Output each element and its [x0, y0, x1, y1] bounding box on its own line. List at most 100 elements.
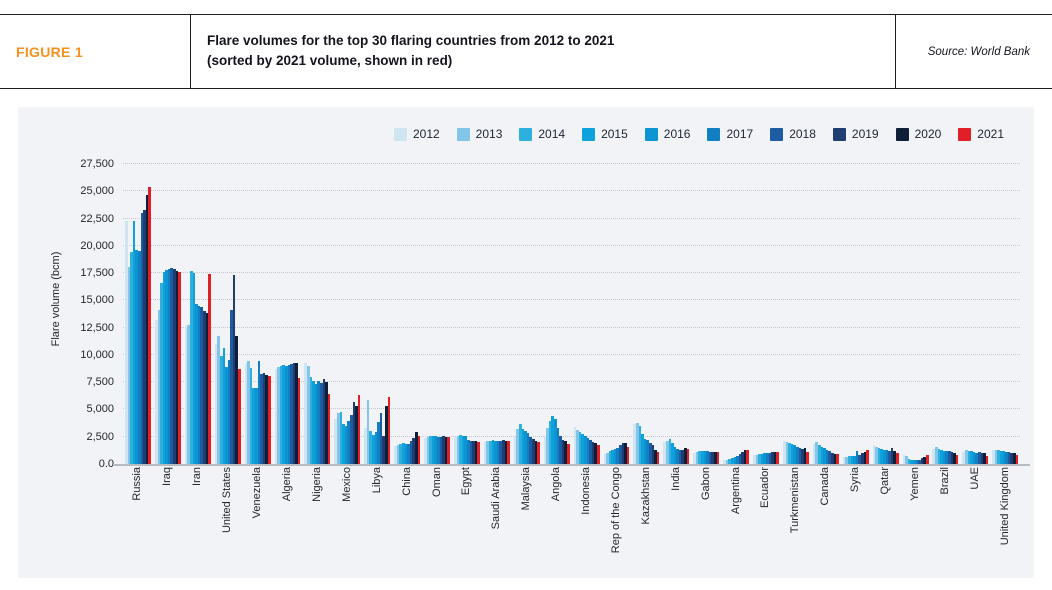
bar: [426, 437, 430, 464]
bar: [238, 369, 241, 464]
bar: [788, 443, 791, 464]
gridline: [123, 326, 1020, 328]
x-label-cell: Libya: [362, 467, 392, 553]
bar: [920, 458, 924, 464]
plot-area: [123, 134, 1020, 464]
bar: [964, 450, 968, 464]
bar: [178, 272, 181, 464]
x-label-cell: Nigeria: [302, 467, 332, 553]
bar: [872, 445, 876, 464]
bar: [836, 454, 839, 464]
bar: [736, 456, 739, 464]
bar: [162, 272, 166, 464]
y-tick-label: 27,500: [80, 158, 114, 170]
bar: [793, 445, 796, 464]
bar: [1010, 453, 1014, 464]
x-label-cell: Argentina: [721, 467, 751, 553]
bar: [187, 325, 190, 464]
bar: [274, 369, 278, 464]
bar: [127, 267, 131, 464]
bar: [818, 445, 821, 464]
legend-label: 2017: [726, 127, 754, 141]
legend-swatch-2013: [456, 127, 470, 141]
legend-swatch-2014: [519, 127, 533, 141]
legend-swatch-2012: [393, 127, 407, 141]
legend-item-2021: 2021: [958, 127, 1004, 141]
bar-group-canada: [811, 134, 841, 464]
x-label-cell: India: [661, 467, 691, 553]
bar: [758, 454, 761, 464]
bar: [638, 426, 642, 464]
bar: [676, 449, 679, 464]
bar: [200, 307, 203, 464]
bar-group-ecuador: [751, 134, 781, 464]
x-axis-baseline: [113, 464, 1030, 466]
gridline: [123, 435, 1020, 437]
bar: [222, 348, 226, 464]
bar: [327, 394, 331, 464]
bar: [866, 450, 869, 464]
bar: [154, 320, 158, 464]
bar: [723, 460, 726, 464]
bar: [980, 453, 984, 464]
x-label-cell: United Kingdom: [990, 467, 1020, 553]
bar: [442, 436, 445, 464]
figure-header: FIGURE 1 Flare volumes for the top 30 fl…: [0, 14, 1052, 89]
bar: [407, 444, 410, 464]
x-label: Turkmenistan: [789, 467, 802, 534]
bar: [287, 365, 291, 464]
bar: [970, 451, 973, 464]
y-tick-label: 10,000: [80, 348, 114, 361]
bar: [589, 440, 592, 464]
bar: [955, 455, 959, 464]
bar: [663, 442, 666, 464]
x-label-cell: Indonesia: [572, 467, 602, 553]
bar: [564, 441, 568, 464]
bar: [858, 455, 861, 464]
x-label-cell: Iraq: [153, 467, 183, 553]
bar: [855, 451, 859, 464]
x-label: Nigeria: [310, 467, 323, 502]
bar: [347, 421, 350, 464]
bar: [282, 365, 285, 464]
bar: [678, 450, 682, 464]
y-tick-label: 22,500: [80, 212, 114, 225]
bar: [746, 450, 750, 464]
legend-swatch-2020: [895, 127, 909, 141]
x-axis-category-labels: Russia Iraq Iran United States Venezuela Alge…: [123, 467, 1020, 553]
bar: [404, 444, 408, 464]
bar-group-nigeria: [302, 134, 332, 464]
bar: [773, 452, 777, 464]
bar: [491, 440, 495, 464]
legend-swatch-2016: [644, 127, 658, 141]
bar: [583, 436, 587, 464]
bar: [537, 442, 540, 464]
bar-group-rep-of-the-congo: [602, 134, 632, 464]
bar: [140, 213, 144, 464]
bar: [850, 456, 854, 464]
bar: [880, 449, 884, 464]
bar: [464, 436, 467, 464]
bar-group-argentina: [721, 134, 751, 464]
bar: [953, 453, 956, 464]
bar: [768, 453, 772, 464]
bar: [665, 441, 669, 464]
bar: [459, 435, 462, 464]
bar: [260, 374, 263, 464]
bar: [753, 455, 756, 464]
bar: [975, 453, 978, 464]
y-tick-label: 17,500: [80, 267, 114, 280]
bar: [925, 455, 929, 464]
bar: [548, 421, 552, 464]
bar: [297, 378, 301, 464]
bar: [377, 422, 380, 464]
bar: [556, 428, 560, 464]
bar: [910, 460, 913, 464]
bar: [905, 456, 908, 464]
bar: [578, 432, 582, 464]
bar: [439, 437, 443, 464]
x-label: Venezuela: [251, 467, 264, 519]
x-label-cell: Turkmenistan: [781, 467, 811, 553]
legend-item-2015: 2015: [582, 127, 628, 141]
bar: [208, 274, 211, 464]
